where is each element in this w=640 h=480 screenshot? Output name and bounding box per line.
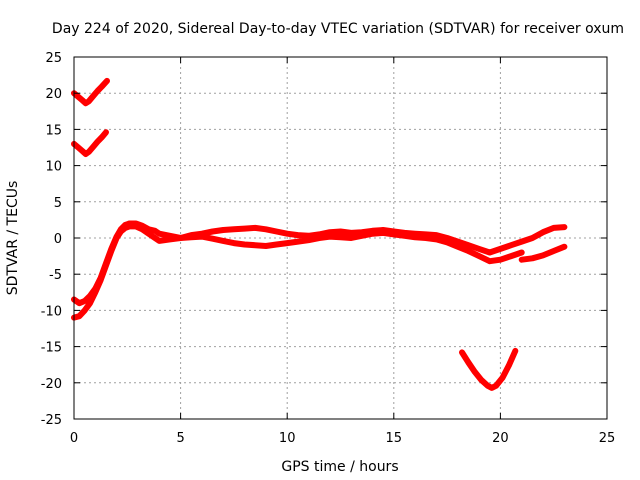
- x-tick-label: 15: [386, 431, 403, 446]
- tick-labels: 0 5 10 15 20 25 -25 -20 -15 -10 -5 0 5 10 15 20 25: [41, 51, 616, 446]
- x-tick-label: 0: [70, 431, 78, 446]
- data-series: [71, 77, 568, 391]
- trace-main-lower: [71, 223, 525, 321]
- x-tick-label: 5: [176, 431, 184, 446]
- y-tick-label: -15: [41, 341, 62, 356]
- y-tick-label: 5: [54, 196, 62, 211]
- trace-upper-v: [71, 77, 110, 107]
- x-tick-label: 10: [279, 431, 296, 446]
- y-tick-label: -5: [49, 268, 62, 283]
- trace-tail-right: [518, 243, 568, 263]
- y-tick-label: -10: [41, 304, 62, 319]
- y-tick-label: 15: [45, 123, 62, 138]
- y-tick-label: 0: [54, 232, 62, 247]
- y-tick-label: -25: [41, 413, 62, 428]
- y-tick-label: 10: [45, 160, 62, 175]
- y-tick-label: -20: [41, 377, 62, 392]
- x-axis-label: GPS time / hours: [281, 459, 398, 475]
- y-tick-label: 25: [45, 51, 62, 66]
- ticks: [73, 56, 608, 420]
- trace-middle-v: [71, 129, 109, 157]
- trace-bottom-v: [459, 347, 519, 391]
- x-tick-label: 20: [492, 431, 509, 446]
- x-tick-label: 25: [599, 431, 616, 446]
- chart-title: Day 224 of 2020, Sidereal Day-to-day VTE…: [52, 21, 624, 37]
- y-tick-label: 20: [45, 87, 62, 102]
- y-axis-label: SDTVAR / TECUs: [5, 181, 21, 296]
